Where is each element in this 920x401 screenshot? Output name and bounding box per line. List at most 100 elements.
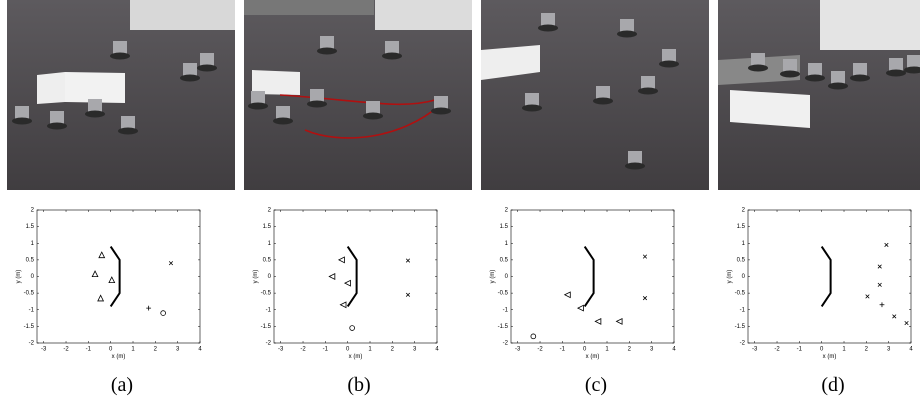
photo-robot-base bbox=[110, 53, 130, 60]
x-tick-label: -1 bbox=[323, 347, 329, 353]
caption: (d) bbox=[821, 374, 844, 396]
x-tick-label: 1 bbox=[131, 347, 135, 353]
y-tick-label: -1.5 bbox=[735, 324, 746, 330]
x-tick-label: -3 bbox=[41, 347, 47, 353]
x-axis-label: x (m) bbox=[823, 354, 837, 360]
x-tick-label: -1 bbox=[797, 347, 803, 353]
x-tick-label: -3 bbox=[515, 347, 521, 353]
y-tick-label: 1 bbox=[268, 241, 272, 247]
x-tick-label: 1 bbox=[368, 347, 372, 353]
x-axis-label: x (m) bbox=[586, 354, 600, 360]
photo-robot-base bbox=[522, 105, 542, 112]
y-tick-label: -1 bbox=[503, 307, 509, 313]
y-tick-label: -0.5 bbox=[24, 291, 35, 297]
y-tick-label: 0.5 bbox=[500, 257, 509, 263]
y-tick-label: -1 bbox=[266, 307, 272, 313]
photo-robot-base bbox=[180, 75, 200, 82]
y-axis-label: y (m) bbox=[727, 270, 733, 284]
x-tick-label: 3 bbox=[887, 347, 891, 353]
x-tick-label: 0 bbox=[346, 347, 350, 353]
photo-robot-base bbox=[805, 75, 825, 82]
photo-robot-base bbox=[118, 128, 138, 135]
y-tick-label: -2 bbox=[29, 341, 35, 347]
x-tick-label: 3 bbox=[650, 347, 654, 353]
x-tick-label: 4 bbox=[435, 347, 439, 353]
x-tick-label: 4 bbox=[909, 347, 913, 353]
x-tick-label: 1 bbox=[842, 347, 846, 353]
caption: (a) bbox=[111, 374, 133, 396]
y-tick-label: -1.5 bbox=[24, 324, 35, 330]
figure: -3 -2 -1 0 1 2 3 4 -2 -1.5 -1 -0.5 0 0.5 1 1.5 2 x (m) y (… bbox=[0, 0, 920, 401]
y-tick-label: 0 bbox=[268, 274, 272, 280]
plot-area bbox=[511, 210, 674, 343]
photo-barrier bbox=[65, 72, 125, 103]
photo-robot-base bbox=[638, 88, 658, 95]
x-tick-label: 0 bbox=[583, 347, 587, 353]
x-tick-label: -2 bbox=[63, 347, 69, 353]
photo-robot-base bbox=[780, 71, 800, 78]
x-tick-label: 4 bbox=[672, 347, 676, 353]
y-axis-label: y (m) bbox=[16, 270, 22, 284]
y-tick-label: 1.5 bbox=[263, 224, 272, 230]
photo-robot-base bbox=[197, 65, 217, 72]
plot-area bbox=[748, 210, 911, 343]
photos bbox=[7, 0, 920, 190]
x-tick-label: 0 bbox=[820, 347, 824, 353]
y-tick-label: 0.5 bbox=[263, 257, 272, 263]
y-tick-label: 1 bbox=[742, 241, 746, 247]
y-tick-label: 0 bbox=[742, 274, 746, 280]
x-tick-label: 4 bbox=[198, 347, 202, 353]
photo-robot-base bbox=[828, 83, 848, 90]
photo-wall bbox=[375, 0, 472, 30]
y-tick-label: -2 bbox=[266, 341, 272, 347]
y-tick-label: 2 bbox=[742, 208, 746, 214]
y-tick-label: -1.5 bbox=[261, 324, 272, 330]
photo-robot-base bbox=[593, 98, 613, 105]
x-tick-label: 3 bbox=[413, 347, 417, 353]
photo-robot-base bbox=[617, 31, 637, 38]
y-tick-label: 0 bbox=[31, 274, 35, 280]
photo-robot-base bbox=[659, 61, 679, 68]
y-axis-label: y (m) bbox=[253, 270, 259, 284]
y-tick-label: 2 bbox=[505, 208, 509, 214]
x-tick-label: 1 bbox=[605, 347, 609, 353]
y-tick-label: 1 bbox=[31, 241, 35, 247]
caption: (b) bbox=[347, 374, 370, 396]
x-axis-label: x (m) bbox=[349, 354, 363, 360]
photo-robot-base bbox=[431, 108, 451, 115]
photo bbox=[481, 0, 709, 190]
y-axis-label: y (m) bbox=[490, 270, 496, 284]
photo-barrier bbox=[730, 90, 810, 128]
x-tick-label: 0 bbox=[109, 347, 113, 353]
photo-robot-base bbox=[317, 48, 337, 55]
photo-wall bbox=[820, 0, 920, 50]
x-tick-label: -2 bbox=[537, 347, 543, 353]
y-tick-label: 0.5 bbox=[737, 257, 746, 263]
photo-robot-base bbox=[12, 118, 32, 125]
x-tick-label: -3 bbox=[752, 347, 758, 353]
x-tick-label: -3 bbox=[278, 347, 284, 353]
y-tick-label: -2 bbox=[503, 341, 509, 347]
photo-robot-base bbox=[382, 53, 402, 60]
y-tick-label: -0.5 bbox=[735, 291, 746, 297]
x-tick-label: 3 bbox=[176, 347, 180, 353]
photo-barrier bbox=[37, 72, 65, 104]
photo-robot-base bbox=[850, 75, 870, 82]
y-tick-label: 0 bbox=[505, 274, 509, 280]
photo-robot-base bbox=[538, 25, 558, 32]
y-tick-label: 2 bbox=[268, 208, 272, 214]
photo-robot-base bbox=[47, 123, 67, 130]
x-tick-label: 2 bbox=[865, 347, 869, 353]
y-tick-label: 1.5 bbox=[737, 224, 746, 230]
photo-robot-base bbox=[748, 65, 768, 72]
y-tick-label: -2 bbox=[740, 341, 746, 347]
x-tick-label: 2 bbox=[154, 347, 158, 353]
y-tick-label: 1.5 bbox=[26, 224, 35, 230]
photo-wall bbox=[244, 0, 374, 15]
y-tick-label: -1.5 bbox=[498, 324, 509, 330]
plot-area bbox=[37, 210, 200, 343]
x-tick-label: -2 bbox=[300, 347, 306, 353]
x-axis-label: x (m) bbox=[112, 354, 126, 360]
photo-robot-base bbox=[625, 163, 645, 170]
caption: (c) bbox=[585, 374, 607, 396]
